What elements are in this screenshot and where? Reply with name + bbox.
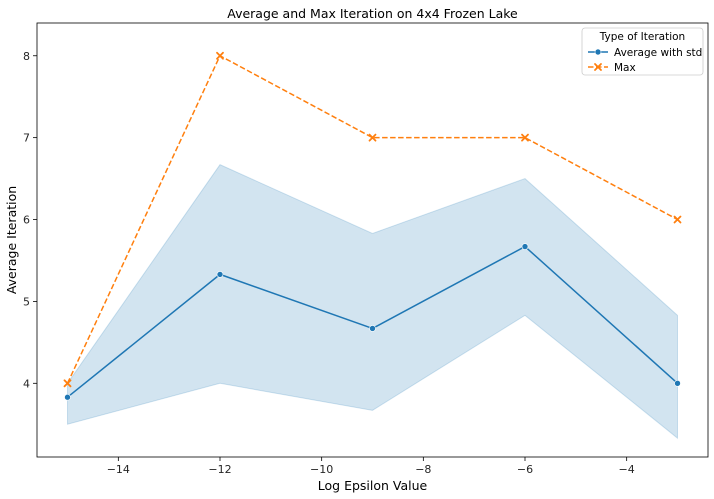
x-marker-stroke [216, 51, 224, 60]
series-line-max [66, 55, 678, 384]
data-point-average-with-std [216, 271, 224, 278]
data-point-max [63, 379, 72, 388]
marker-layer [63, 51, 682, 401]
x-marker-stroke [594, 63, 602, 71]
x-marker-stroke [521, 133, 529, 142]
x-tick-label: −8 [415, 463, 431, 476]
legend-entries: Average with std Max [588, 47, 702, 74]
x-axis-label: Log Epsilon Value [318, 478, 428, 493]
legend-marker-max [594, 63, 602, 71]
y-tick-label: 7 [23, 132, 30, 145]
data-point-average-with-std [64, 393, 71, 401]
legend-title: Type of Iteration [599, 31, 685, 43]
data-point-max [521, 133, 529, 142]
std-band [67, 164, 678, 440]
x-tick-label: −12 [208, 463, 231, 476]
y-axis-label: Average Iteration [4, 186, 19, 294]
y-tick-label: 6 [23, 214, 30, 227]
x-marker-stroke [673, 215, 682, 224]
legend-marker-average-with-std [594, 48, 602, 56]
data-point-average-with-std [521, 243, 529, 250]
y-axis-ticks: 4 5 6 7 8 [23, 50, 37, 390]
x-tick-label: −4 [619, 463, 635, 476]
data-point-max [216, 51, 224, 60]
y-tick-label: 8 [23, 50, 30, 63]
x-tick-label: −14 [107, 463, 130, 476]
x-axis-ticks: −14 −12 −10 −8 −6 −4 [107, 457, 635, 476]
data-point-max [673, 215, 682, 224]
data-point-average-with-std [369, 325, 376, 332]
x-tick-label: −6 [517, 463, 533, 476]
x-marker-stroke [368, 133, 377, 142]
data-point-average-with-std [674, 380, 681, 387]
y-tick-label: 5 [23, 295, 30, 308]
x-marker-stroke [63, 379, 72, 388]
legend-label-average-with-std: Average with std [614, 47, 702, 59]
data-point-max [368, 133, 377, 142]
legend: Type of Iteration Average with std Max [581, 27, 704, 76]
legend-label-max: Max [614, 62, 636, 74]
x-tick-label: −10 [310, 463, 333, 476]
y-tick-label: 4 [23, 377, 30, 390]
std-band-layer [67, 164, 678, 440]
chart-title: Average and Max Iteration on 4x4 Frozen … [227, 6, 518, 21]
plot-frame [36, 22, 709, 458]
legend-box [581, 27, 704, 76]
